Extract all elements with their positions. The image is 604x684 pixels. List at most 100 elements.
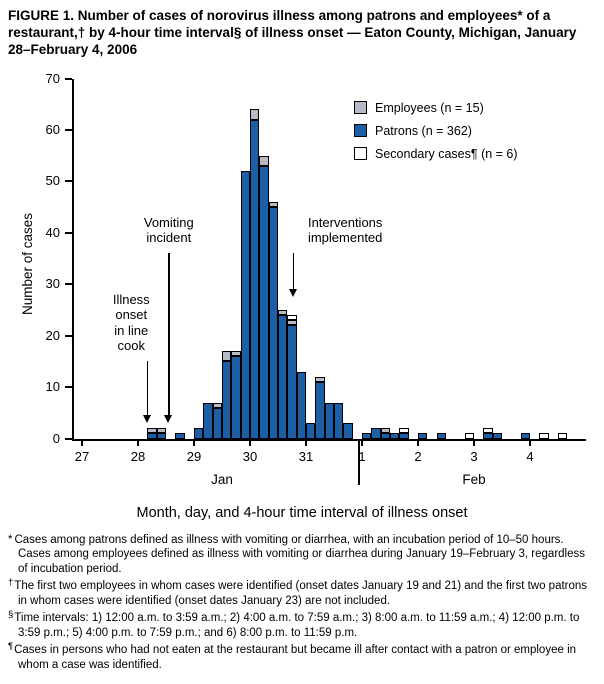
footnote-text: Time intervals: 1) 12:00 a.m. to 3:59 a.… <box>14 612 580 639</box>
bar-segment-patrons <box>520 433 530 439</box>
x-axis-line <box>72 438 586 441</box>
annotation-line: cook <box>117 338 145 354</box>
bar-segment-patrons <box>436 433 446 439</box>
bar-segment-patrons <box>390 433 400 439</box>
y-axis-tick <box>65 437 72 440</box>
annotation-arrowhead-illness-onset-in-line-cook <box>143 415 152 424</box>
y-axis-tick-label: 30 <box>45 276 60 292</box>
annotation-illness-onset-in-line-cook: Illness onset in line cook <box>113 292 150 353</box>
x-axis-day-label: 30 <box>242 448 258 464</box>
x-axis-tick <box>193 440 195 446</box>
bar-segment-employees <box>268 202 278 208</box>
footnote-2: †The first two employees in whom cases w… <box>8 577 596 608</box>
chart-legend: Employees (n = 15) Patrons (n = 362) Secon… <box>354 101 518 170</box>
y-axis-tick-label: 60 <box>45 122 60 138</box>
annotation-line: Vomiting <box>143 214 194 230</box>
footnote-marker: § <box>8 609 14 621</box>
bar-segment-employees <box>315 376 325 383</box>
x-axis-day-label: 1 <box>358 448 366 464</box>
bar-segment-employees <box>231 351 241 357</box>
legend-swatch-employees <box>354 101 367 115</box>
bar-segment-patrons <box>334 402 344 439</box>
y-axis-tick <box>65 386 72 389</box>
x-axis-tick <box>529 440 531 446</box>
legend-item-employees: Employees (n = 15) <box>354 101 518 115</box>
bar-segment-patrons <box>222 361 232 439</box>
bar-segment-patrons <box>315 382 325 439</box>
y-axis-tick <box>65 129 72 132</box>
y-axis-tick <box>65 180 72 183</box>
footnotes: * Cases among patrons defined as illness … <box>8 533 596 672</box>
bar-segment-employees <box>156 428 166 434</box>
bar-segment-patrons <box>418 433 428 439</box>
annotation-arrow-line-vomiting-incident <box>168 253 170 417</box>
epidemic-curve-chart: Number of cases Month, day, and 4-hour t… <box>8 67 596 529</box>
legend-swatch-secondary <box>354 147 367 161</box>
bar-segment-employees <box>250 109 260 120</box>
bar-segment-patrons <box>212 407 222 439</box>
bar-segment-patrons <box>483 433 493 439</box>
annotation-line: implemented <box>307 230 383 246</box>
x-axis-label: Month, day, and 4-hour time interval of … <box>136 504 468 521</box>
bar-segment-patrons <box>380 433 390 439</box>
x-axis-tick <box>361 440 363 446</box>
x-axis-tick <box>305 440 307 446</box>
y-axis-tick <box>65 334 72 337</box>
bar-segment-patrons <box>362 433 372 439</box>
bar-segment-patrons <box>194 428 204 439</box>
x-axis-day-label: 29 <box>186 448 202 464</box>
annotation-arrowhead-vomiting-incident <box>164 415 173 424</box>
y-axis-tick <box>65 283 72 286</box>
legend-item-patrons: Patrons (n = 362) <box>354 124 518 138</box>
bar-segment-secondary <box>464 433 474 439</box>
bar-segment-patrons <box>147 433 157 439</box>
bar-segment-patrons <box>240 171 250 439</box>
footnote-marker: * <box>8 533 13 546</box>
annotation-line: Illness <box>112 292 150 308</box>
annotation-arrow-line-illness-onset-in-line-cook <box>146 361 149 417</box>
bar-segment-employees <box>212 402 222 408</box>
bar-segment-patrons <box>203 402 213 439</box>
legend-label-employees: Employees (n = 15) <box>375 100 484 115</box>
annotation-line: in line <box>114 322 149 338</box>
footnote-marker: † <box>8 577 14 589</box>
footnote-3: §Time intervals: 1) 12:00 a.m. to 3:59 a… <box>8 609 596 640</box>
bar-segment-patrons <box>306 423 316 439</box>
annotation-interventions-implemented: Interventions implemented <box>308 215 382 246</box>
x-axis-tick <box>473 440 475 446</box>
bar-segment-secondary <box>558 433 568 439</box>
bar-segment-employees <box>278 310 288 316</box>
y-axis-tick-label: 70 <box>45 70 60 86</box>
x-axis-day-label: 28 <box>130 448 146 464</box>
bar-segment-employees <box>287 320 297 326</box>
x-axis-day-label: 27 <box>74 448 90 464</box>
y-axis-tick-label: 50 <box>45 173 60 189</box>
x-axis-month-label: Feb <box>462 471 486 487</box>
footnote-4: ¶Cases in persons who had not eaten at t… <box>8 641 596 672</box>
bar-segment-patrons <box>324 402 334 439</box>
bar-segment-patrons <box>156 433 166 439</box>
bar-segment-employees <box>380 428 390 434</box>
bar-segment-patrons <box>343 423 353 439</box>
bar-segment-patrons <box>231 356 241 439</box>
x-axis-tick <box>137 440 139 446</box>
bar-segment-secondary <box>483 428 493 434</box>
bar-segment-patrons <box>492 433 502 439</box>
bar-segment-employees <box>147 428 157 434</box>
bar-segment-secondary <box>539 433 549 439</box>
footnote-text: Cases in persons who had not eaten at th… <box>14 644 577 671</box>
bar-segment-patrons <box>278 315 288 439</box>
x-axis-day-label: 3 <box>470 448 478 464</box>
x-axis-tick <box>249 440 251 446</box>
annotation-line: incident <box>146 230 192 246</box>
bar-segment-patrons <box>371 428 381 439</box>
bar-segment-patrons <box>296 371 306 439</box>
bar-segment-employees <box>259 155 269 167</box>
bar-segment-secondary <box>399 428 409 434</box>
figure-page: FIGURE 1. Number of cases of norovirus i… <box>8 8 596 672</box>
legend-label-secondary: Secondary cases¶ (n = 6) <box>375 146 518 161</box>
legend-swatch-patrons <box>354 124 367 138</box>
x-axis-day-label: 4 <box>526 448 534 464</box>
bar-segment-patrons <box>250 119 260 439</box>
footnote-1: * Cases among patrons defined as illness … <box>8 533 596 576</box>
